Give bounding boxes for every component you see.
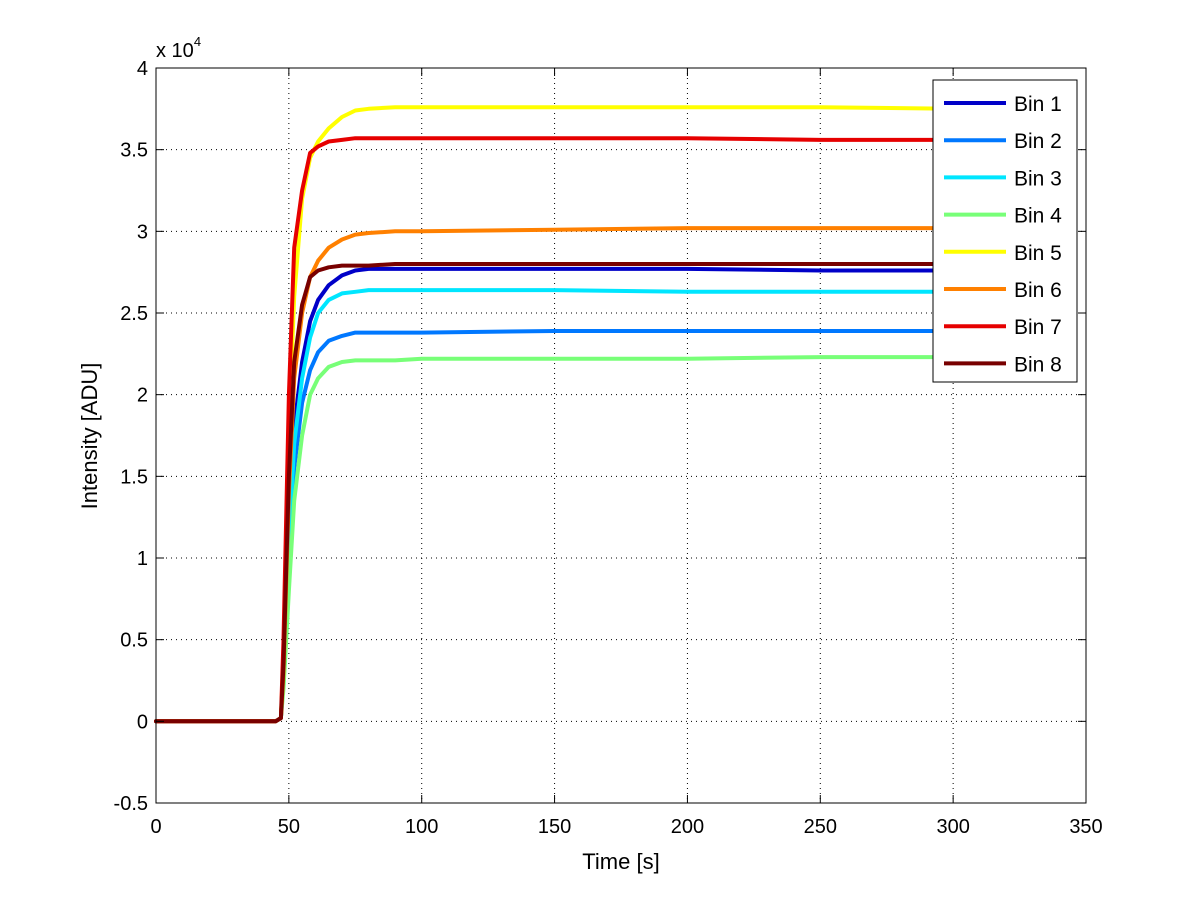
y-tick-label: 0.5 bbox=[120, 630, 148, 652]
y-tick-label: 1.5 bbox=[120, 466, 148, 488]
x-tick-label: 250 bbox=[804, 816, 837, 838]
y-tick-label: -0.5 bbox=[114, 793, 148, 815]
series-layer bbox=[154, 105, 956, 724]
x-tick-label: 150 bbox=[538, 816, 571, 838]
x-tick-label: 350 bbox=[1069, 816, 1102, 838]
x-tick-label: 300 bbox=[936, 816, 969, 838]
y-tick-label: 0 bbox=[137, 711, 148, 733]
axes-box bbox=[155, 67, 1087, 804]
y-tick-label: 1 bbox=[137, 548, 148, 570]
y-exponent-label: x 104 bbox=[156, 34, 201, 62]
x-tick-label: 200 bbox=[671, 816, 704, 838]
y-tick-label: 2.5 bbox=[120, 303, 148, 325]
y-tick-label: 2 bbox=[137, 385, 148, 407]
y-exponent-power: 4 bbox=[194, 34, 201, 49]
x-tick-label: 0 bbox=[150, 816, 161, 838]
legend-label-4: Bin 4 bbox=[1014, 205, 1062, 228]
plot-area bbox=[156, 68, 1086, 803]
ticks: 0 50 100 150 200 250 300 350-0.500.511.522.533.… bbox=[114, 58, 1103, 838]
x-tick-label: 100 bbox=[405, 816, 438, 838]
legend-label-6: Bin 6 bbox=[1014, 279, 1062, 302]
legend-label-2: Bin 2 bbox=[1014, 130, 1062, 153]
legend-label-5: Bin 5 bbox=[1014, 242, 1062, 265]
legend-box bbox=[932, 79, 1078, 383]
y-axis-label: Intensity [ADU] bbox=[77, 363, 102, 510]
series-line-8 bbox=[154, 262, 956, 724]
legend: Bin 1 Bin 2 Bin 3 Bin 4 Bin 5 Bin 6 Bin 7 Bin 8 bbox=[932, 79, 1078, 383]
legend-label-3: Bin 3 bbox=[1014, 167, 1062, 190]
x-axis-label: Time [s] bbox=[582, 849, 659, 874]
legend-label-1: Bin 1 bbox=[1014, 93, 1062, 116]
legend-label-8: Bin 8 bbox=[1014, 353, 1062, 376]
y-tick-label: 4 bbox=[137, 58, 148, 80]
y-tick-label: 3.5 bbox=[120, 140, 148, 162]
legend-label-7: Bin 7 bbox=[1014, 316, 1062, 339]
y-tick-label: 3 bbox=[137, 221, 148, 243]
x-tick-label: 50 bbox=[278, 816, 300, 838]
